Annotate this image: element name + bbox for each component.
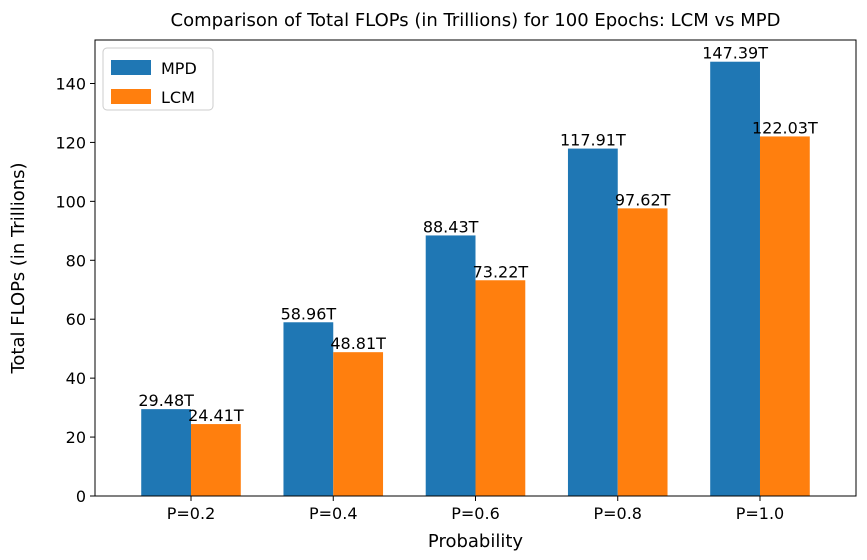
data-label-mpd-2: 58.96T: [281, 304, 337, 323]
x-tick-label: P=0.6: [451, 504, 500, 523]
x-axis: P=0.2 P=0.4 P=0.6 P=0.8 P=1.0: [167, 496, 784, 523]
legend-swatch-mpd: [111, 60, 151, 75]
data-label-mpd-3: 88.43T: [423, 217, 479, 236]
data-label-lcm-3: 73.22T: [473, 262, 529, 281]
x-axis-label: Probability: [428, 531, 523, 552]
data-label-lcm-4: 97.62T: [615, 190, 671, 209]
y-tick-label: 20: [66, 428, 86, 447]
data-label-lcm-5: 122.03T: [752, 118, 818, 137]
y-axis-label: Total FLOPs (in Trillions): [8, 162, 29, 374]
y-tick-label: 120: [55, 133, 86, 152]
y-axis: 0 20 40 60 80 100 120 140: [55, 74, 95, 506]
bars-group: [141, 61, 810, 497]
legend-label-mpd: MPD: [161, 59, 197, 78]
data-label-lcm-2: 48.81T: [330, 334, 386, 353]
y-tick-label: 140: [55, 74, 86, 93]
bar-mpd-p-0-4: [283, 322, 334, 496]
legend-label-lcm: LCM: [161, 88, 195, 107]
plot-frame: [94, 39, 857, 497]
x-tick-label: P=0.4: [309, 504, 358, 523]
data-label-mpd-4: 117.91T: [560, 131, 626, 150]
chart-title: Comparison of Total FLOPs (in Trillions)…: [171, 10, 781, 31]
bar-lcm-p-0-4: [333, 352, 384, 496]
bar-lcm-p-0-2: [191, 424, 241, 496]
y-tick-label: 100: [55, 192, 86, 211]
y-tick-label: 0: [76, 487, 86, 506]
legend: MPD LCM: [102, 47, 214, 111]
data-label-lcm-1: 24.41T: [188, 406, 244, 425]
y-tick-label: 40: [66, 369, 86, 388]
x-tick-label: P=0.8: [593, 504, 642, 523]
bar-mpd-p-0-2: [141, 409, 192, 496]
bar-mpd-p-1-0: [710, 61, 760, 496]
x-tick-label: P=0.2: [167, 504, 216, 523]
data-label-mpd-1: 29.48T: [138, 391, 194, 410]
bar-mpd-p-0-6: [425, 235, 476, 496]
data-label-mpd-5: 147.39T: [702, 44, 768, 63]
bar-lcm-p-0-6: [475, 280, 526, 496]
y-tick-label: 80: [66, 251, 86, 270]
bar-mpd-p-0-8: [567, 148, 618, 497]
bar-lcm-p-0-8: [617, 208, 668, 496]
bar-lcm-p-1-0: [759, 136, 810, 496]
x-tick-label: P=1.0: [736, 504, 785, 523]
y-tick-label: 60: [66, 310, 86, 329]
legend-swatch-lcm: [111, 89, 151, 104]
